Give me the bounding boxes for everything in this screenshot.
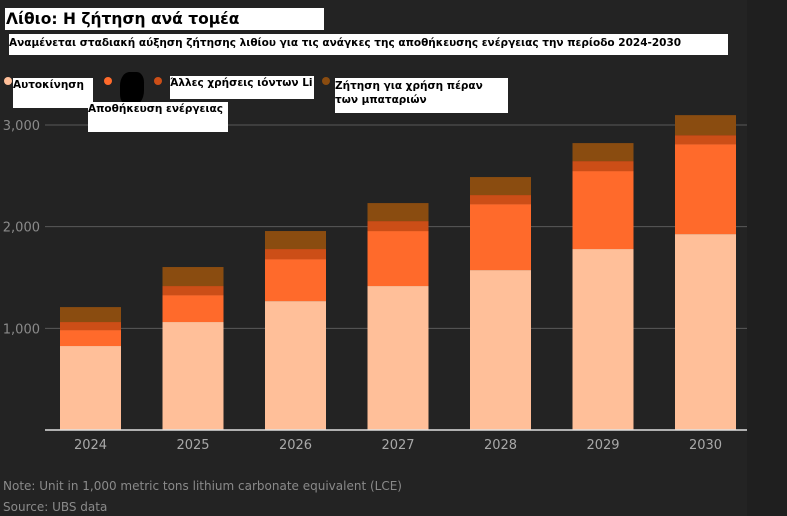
legend-swatch-energy-storage [104, 77, 112, 85]
bar-segment-2 [572, 161, 634, 172]
bar-segment-1 [265, 259, 326, 302]
x-tick-label: 2027 [381, 438, 414, 453]
bar-segment-2 [60, 322, 121, 331]
bar-segment-2 [265, 249, 326, 260]
legend-label-energy-storage: Αποθήκευση ενέργειας [88, 102, 228, 132]
bar-stack-2026 [265, 231, 326, 430]
y-tick-label: 1,000 [3, 322, 40, 337]
bar-stack-2024 [60, 307, 121, 430]
x-tick-label: 2026 [279, 438, 312, 453]
source-note: Source: UBS data [3, 500, 108, 514]
legend-swatch-other-li-ion [154, 77, 162, 85]
legend-label-non-battery: Ζήτηση για χρήση πέραν των μπαταριών [335, 78, 508, 113]
x-tick-label: 2028 [484, 438, 517, 453]
bar-stack-2025 [162, 267, 224, 430]
bar-segment-3 [675, 115, 736, 136]
y-axis-ticks: 1,000 2,000 3,000 [3, 119, 40, 337]
x-axis-ticks: 2024 2025 2026 2027 2028 2029 2030 [74, 438, 722, 453]
bar-stack-2029 [572, 143, 634, 430]
legend-swatch-non-battery [322, 77, 330, 85]
bar-segment-0 [367, 286, 429, 430]
bar-segment-0 [675, 234, 736, 430]
legend-label-other-li-ion: Άλλες χρήσεις ιόντων Li [170, 76, 314, 99]
bar-stack-2030 [675, 115, 736, 430]
bar-segment-2 [367, 221, 429, 232]
x-tick-label: 2024 [74, 438, 107, 453]
bar-segment-0 [265, 301, 326, 430]
bar-segment-3 [367, 203, 429, 222]
bar-segment-0 [162, 322, 224, 430]
bar-segment-0 [572, 249, 634, 430]
chart-title: Λίθιο: Η ζήτηση ανά τομέα [5, 8, 324, 30]
bar-stack-2028 [470, 177, 531, 430]
bar-segment-1 [60, 330, 121, 347]
bar-segment-1 [367, 231, 429, 287]
x-tick-label: 2025 [176, 438, 209, 453]
legend-swatch-automotive [4, 77, 12, 85]
x-tick-label: 2029 [586, 438, 619, 453]
x-tick-label: 2030 [689, 438, 722, 453]
y-tick-label: 3,000 [3, 119, 40, 134]
bar-segment-3 [572, 143, 634, 162]
bar-segment-0 [470, 270, 531, 430]
bar-segment-2 [675, 135, 736, 145]
bar-segment-1 [572, 171, 634, 250]
bar-segment-3 [60, 307, 121, 323]
bar-segment-1 [470, 204, 531, 271]
bar-segment-3 [162, 267, 224, 287]
right-margin-strip [747, 0, 787, 516]
bars [60, 115, 736, 430]
bar-segment-1 [162, 295, 224, 323]
scribble-mark [120, 72, 144, 106]
bar-segment-0 [60, 346, 121, 430]
bar-segment-1 [675, 144, 736, 235]
chart-subtitle: Αναμένεται σταδιακή αύξηση ζήτησης λιθίο… [9, 34, 728, 55]
bar-segment-3 [265, 231, 326, 250]
legend-label-automotive: Αυτοκίνηση [13, 78, 93, 108]
bar-stack-2027 [367, 203, 429, 430]
bar-segment-2 [162, 286, 224, 296]
bar-segment-2 [470, 195, 531, 205]
footnote: Note: Unit in 1,000 metric tons lithium … [3, 479, 402, 493]
bar-segment-3 [470, 177, 531, 196]
y-tick-label: 2,000 [3, 221, 40, 236]
